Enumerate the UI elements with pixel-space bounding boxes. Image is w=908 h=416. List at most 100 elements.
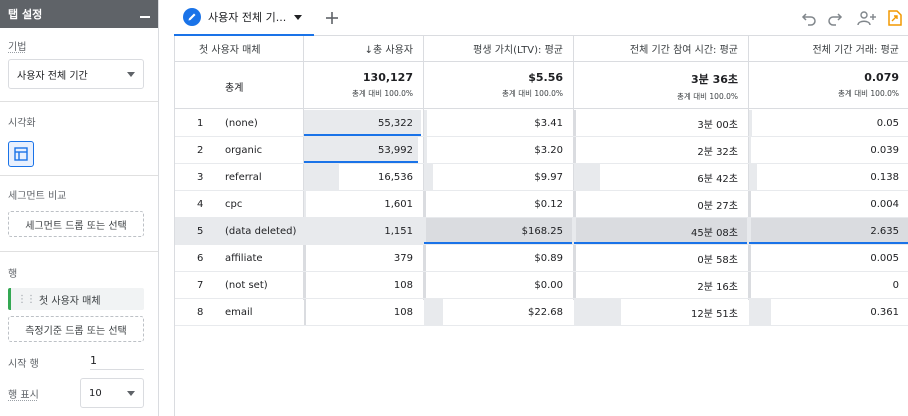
ltv-cell: $0.89 <box>423 245 573 271</box>
technique-section: 기법 사용자 전체 기간 <box>0 28 158 102</box>
table-row[interactable]: 8 email 108 $22.68 12분 51초 0.361 <box>175 299 908 326</box>
table-row[interactable]: 2 organic 53,992 $3.20 2분 32초 0.039 <box>175 137 908 164</box>
total-percent: 총계 대비 100.0% <box>677 92 738 101</box>
transactions-cell: 0.361 <box>748 299 908 325</box>
medium-cell: cpc <box>225 198 243 210</box>
table-row[interactable]: 6 affiliate 379 $0.89 0분 58초 0.005 <box>175 245 908 272</box>
tab-user-lifetime[interactable]: 사용자 전체 기... <box>174 0 314 36</box>
row-index: 8 <box>197 306 204 318</box>
cell-value: $22.68 <box>528 306 563 318</box>
technique-label: 기법 <box>8 42 27 53</box>
header-first-user-medium[interactable]: 첫 사용자 매체 <box>175 36 303 62</box>
row-index: 7 <box>197 279 204 291</box>
transactions-cell: 0 <box>748 272 908 298</box>
column-divider <box>748 36 749 300</box>
value-bar <box>304 110 421 136</box>
chevron-down-icon <box>127 71 135 77</box>
total-tx-cell: 0.079 총계 대비 100.0% <box>748 62 908 109</box>
total-users-cell: 55,322 <box>303 110 423 136</box>
cell-value: 12분 51초 <box>690 308 738 320</box>
total-value: $5.56 <box>528 71 563 84</box>
row-dimension-chip[interactable]: ⋮⋮ 첫 사용자 매체 <box>8 288 144 310</box>
data-table: 첫 사용자 매체 ↓총 사용자 평생 가치(LTV): 평균 전체 기간 참여 … <box>174 36 908 416</box>
table-row[interactable]: 4 cpc 1,601 $0.12 0분 27초 0.004 <box>175 191 908 218</box>
tab-menu-caret-icon[interactable] <box>294 14 303 20</box>
ltv-cell: $9.97 <box>423 164 573 190</box>
show-rows-select[interactable]: 10 <box>80 378 144 408</box>
drag-handle-icon[interactable]: ⋮⋮ <box>17 293 36 305</box>
value-bar <box>304 245 306 271</box>
transactions-cell: 0.039 <box>748 137 908 163</box>
value-bar <box>574 218 747 244</box>
header-total-users[interactable]: ↓총 사용자 <box>303 36 423 62</box>
technique-select[interactable]: 사용자 전체 기간 <box>8 59 144 89</box>
value-bar <box>749 299 771 325</box>
tab-bar: 사용자 전체 기... <box>174 0 908 36</box>
ltv-cell: $0.00 <box>423 272 573 298</box>
value-bar <box>424 110 427 136</box>
value-bar <box>749 137 751 163</box>
header-ltv-average[interactable]: 평생 가치(LTV): 평균 <box>423 36 573 62</box>
cell-value: 0.039 <box>870 144 899 156</box>
value-bar <box>424 218 572 244</box>
totals-row: 총계 130,127 총계 대비 100.0% $5.56 총계 대비 100.… <box>175 62 908 109</box>
redo-icon[interactable] <box>826 9 844 27</box>
table-row[interactable]: 3 referral 16,536 $9.97 6분 42초 0.138 <box>175 164 908 191</box>
cell-value: 0 <box>892 279 899 291</box>
cell-value: 2분 32초 <box>697 146 738 158</box>
totals-label: 총계 <box>225 83 244 94</box>
rows-label: 행 <box>8 269 18 280</box>
value-bar <box>304 164 339 190</box>
total-value: 130,127 <box>362 71 413 84</box>
header-transactions[interactable]: 전체 기간 거래: 평균 <box>748 36 908 62</box>
show-rows-control: 행 표시 10 <box>8 378 150 408</box>
table-row[interactable]: 7 (not set) 108 $0.00 2분 16초 0 <box>175 272 908 299</box>
value-bar <box>749 164 757 190</box>
medium-cell: (not set) <box>225 279 268 291</box>
value-bar <box>424 299 443 325</box>
value-bar <box>574 110 576 136</box>
cell-value: 53,992 <box>378 144 413 156</box>
header-engagement-time[interactable]: 전체 기간 참여 시간: 평균 <box>573 36 748 62</box>
value-bar <box>749 218 908 244</box>
table-row[interactable]: 1 (none) 55,322 $3.41 3분 00초 0.05 <box>175 110 908 137</box>
value-bar <box>304 137 418 163</box>
segment-section: 세그먼트 비교 세그먼트 드롭 또는 선택 <box>0 176 158 252</box>
cell-value: 108 <box>393 306 413 318</box>
value-bar <box>749 245 751 271</box>
cell-value: $0.12 <box>534 198 563 210</box>
dimension-drop-zone[interactable]: 측정기준 드롭 또는 선택 <box>8 316 144 342</box>
segment-drop-text: 세그먼트 드롭 또는 선택 <box>25 220 127 232</box>
cell-value: 16,536 <box>378 171 413 183</box>
cell-value: 0.138 <box>870 171 899 183</box>
value-bar <box>574 191 576 217</box>
add-tab-button[interactable] <box>322 8 342 28</box>
segment-drop-zone[interactable]: 세그먼트 드롭 또는 선택 <box>8 211 144 237</box>
total-percent: 총계 대비 100.0% <box>502 89 563 98</box>
cell-value: 0.005 <box>870 252 899 264</box>
pencil-icon[interactable] <box>183 8 201 26</box>
table-visualization-icon[interactable] <box>8 141 34 167</box>
share-user-icon[interactable] <box>856 9 878 27</box>
header-label: ↓총 사용자 <box>364 45 413 56</box>
engagement-time-cell: 2분 32초 <box>573 137 748 163</box>
cell-value: 1,601 <box>384 198 413 210</box>
tab-settings-panel: 탭 설정 기법 사용자 전체 기간 시각화 세그먼트 비교 세그먼트 드롭 또는… <box>0 0 159 416</box>
header-label: 첫 사용자 매체 <box>199 45 261 56</box>
minimize-icon[interactable] <box>140 16 150 18</box>
cell-value: 2분 16초 <box>697 281 738 293</box>
cell-value: $0.89 <box>534 252 563 264</box>
row-chip-label: 첫 사용자 매체 <box>39 295 101 307</box>
row-index: 1 <box>197 117 204 129</box>
start-row-input[interactable]: 1 <box>90 354 144 370</box>
total-ltv-cell: $5.56 총계 대비 100.0% <box>423 62 573 109</box>
table-row[interactable]: 5 (data deleted) 1,151 $168.25 45분 08초 2.635 <box>175 218 908 245</box>
undo-icon[interactable] <box>800 9 818 27</box>
cell-value: 0분 27초 <box>697 200 738 212</box>
cell-value: 0분 58초 <box>697 254 738 266</box>
medium-cell: organic <box>225 144 263 156</box>
export-icon[interactable] <box>886 9 904 27</box>
total-percent: 총계 대비 100.0% <box>838 89 899 98</box>
show-rows-label: 행 표시 <box>8 389 39 401</box>
cell-value: $3.20 <box>534 144 563 156</box>
